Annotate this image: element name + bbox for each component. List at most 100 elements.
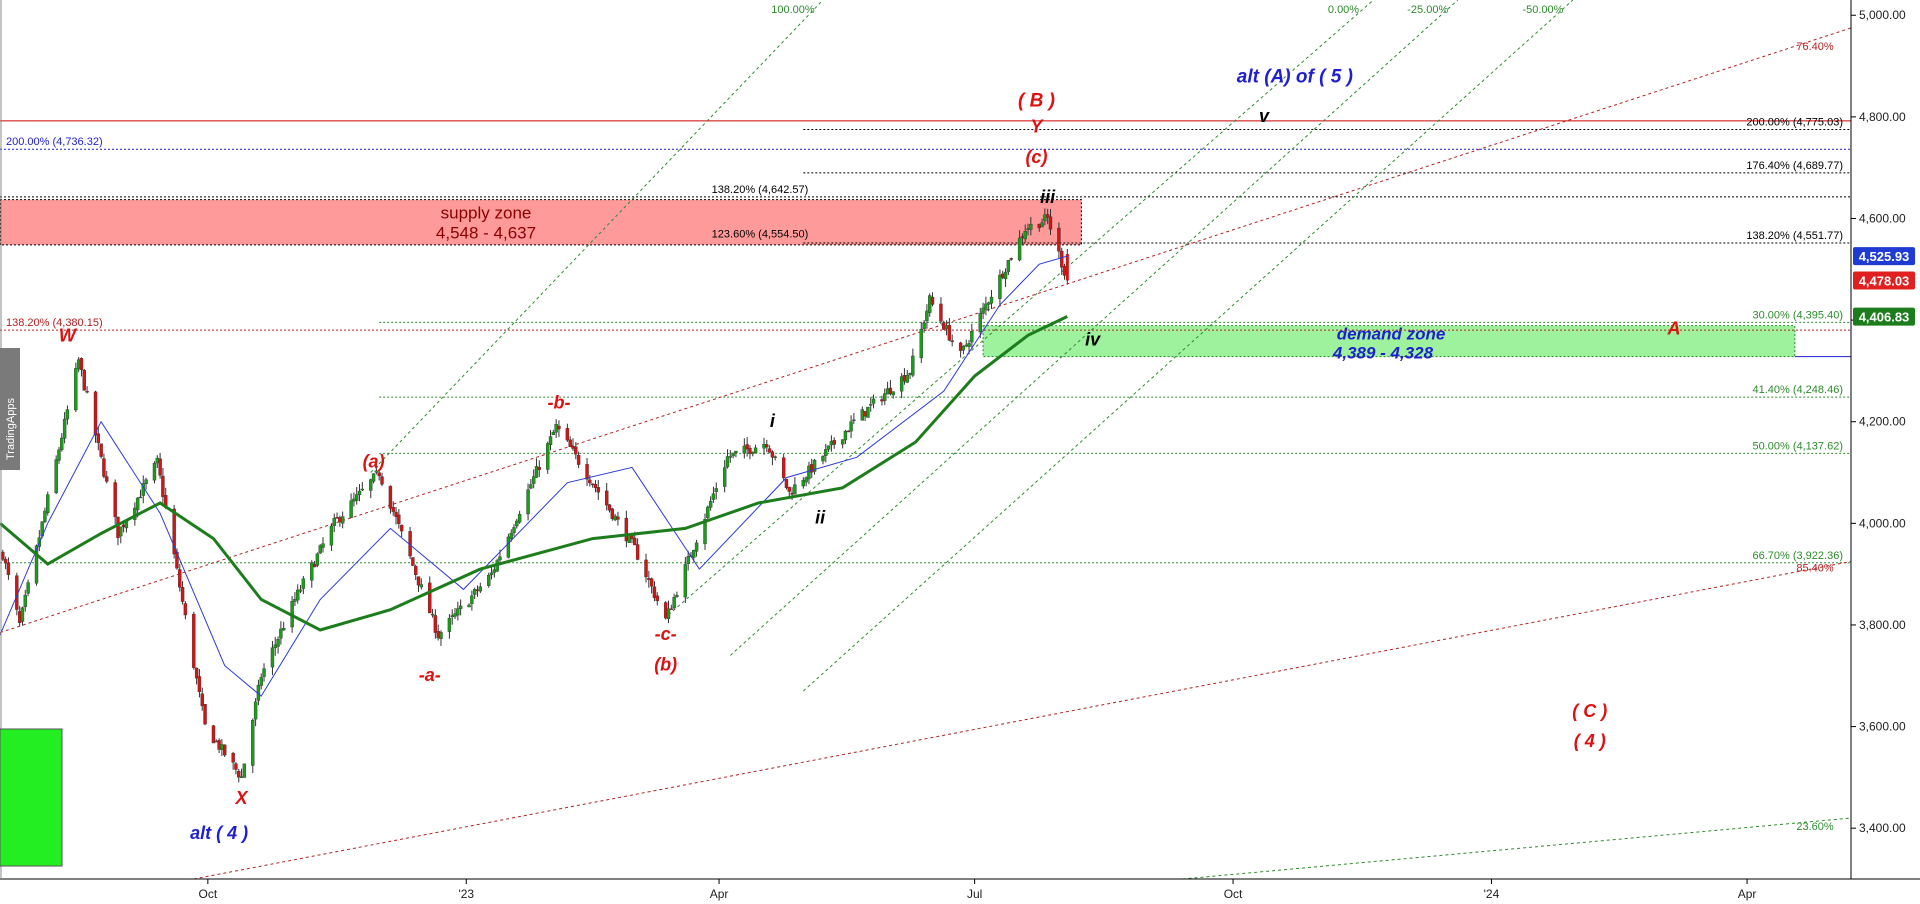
candle[interactable] — [374, 470, 379, 473]
candle[interactable] — [863, 410, 867, 417]
candle[interactable] — [1006, 260, 1011, 272]
candle[interactable] — [119, 526, 123, 537]
candle[interactable] — [1020, 236, 1025, 238]
candle[interactable] — [46, 494, 50, 514]
candle[interactable] — [411, 557, 415, 566]
candle[interactable] — [821, 456, 825, 462]
candle[interactable] — [340, 516, 345, 524]
candle[interactable] — [239, 776, 244, 778]
candle[interactable] — [585, 464, 589, 480]
trend-line[interactable] — [370, 0, 824, 473]
candle[interactable] — [17, 611, 22, 623]
candle[interactable] — [605, 490, 609, 506]
candle[interactable] — [911, 355, 915, 376]
trend-line[interactable] — [193, 560, 1852, 880]
candle[interactable] — [93, 391, 98, 436]
candle[interactable] — [655, 595, 659, 602]
candle[interactable] — [967, 343, 971, 347]
candle[interactable] — [279, 628, 283, 639]
candle[interactable] — [1048, 216, 1053, 230]
candle[interactable] — [925, 310, 929, 322]
candle[interactable] — [1026, 228, 1030, 231]
trend-line[interactable] — [729, 0, 1459, 656]
candle[interactable] — [447, 617, 452, 632]
candle[interactable] — [211, 725, 216, 744]
candle[interactable] — [74, 368, 78, 411]
candle[interactable] — [529, 484, 533, 489]
candle[interactable] — [237, 770, 241, 778]
candle[interactable] — [6, 562, 11, 575]
candle[interactable] — [751, 451, 755, 455]
candle[interactable] — [711, 493, 716, 500]
candle[interactable] — [793, 484, 797, 495]
candle[interactable] — [939, 303, 943, 322]
candle[interactable] — [1045, 214, 1050, 218]
candle[interactable] — [801, 480, 806, 487]
candle[interactable] — [355, 494, 359, 501]
candle[interactable] — [734, 450, 738, 453]
candle[interactable] — [357, 490, 362, 496]
candle[interactable] — [989, 296, 994, 304]
trend-line[interactable] — [802, 0, 1574, 692]
candle[interactable] — [950, 340, 954, 342]
candle[interactable] — [964, 344, 968, 347]
candle[interactable] — [722, 467, 727, 487]
candle[interactable] — [869, 404, 873, 406]
candle[interactable] — [183, 603, 188, 616]
candle[interactable] — [1003, 271, 1008, 280]
candle[interactable] — [885, 388, 890, 395]
candle[interactable] — [928, 295, 932, 313]
candle[interactable] — [253, 701, 258, 720]
candle[interactable] — [318, 545, 322, 554]
candle[interactable] — [534, 466, 539, 478]
candle[interactable] — [613, 515, 617, 521]
candle[interactable] — [568, 439, 572, 448]
candle[interactable] — [194, 667, 199, 679]
candle[interactable] — [557, 425, 561, 430]
candle[interactable] — [231, 752, 235, 763]
candle[interactable] — [214, 740, 218, 743]
candle[interactable] — [1029, 223, 1033, 230]
candle[interactable] — [832, 440, 836, 445]
candle[interactable] — [706, 506, 710, 518]
candle[interactable] — [456, 608, 460, 616]
candle[interactable] — [1017, 237, 1022, 261]
candle[interactable] — [807, 465, 811, 480]
candle[interactable] — [391, 507, 395, 512]
candle[interactable] — [930, 296, 935, 305]
candle[interactable] — [970, 331, 974, 343]
candle[interactable] — [223, 744, 227, 756]
candle[interactable] — [961, 345, 966, 351]
candle[interactable] — [332, 518, 336, 526]
candle[interactable] — [902, 375, 907, 382]
candle[interactable] — [672, 597, 676, 609]
candle[interactable] — [1037, 223, 1041, 229]
blue-average-badge[interactable] — [1853, 247, 1915, 266]
candle[interactable] — [60, 437, 64, 450]
candle[interactable] — [152, 462, 157, 481]
candle[interactable] — [745, 444, 749, 450]
candle[interactable] — [784, 478, 789, 488]
candle[interactable] — [458, 605, 463, 609]
candle[interactable] — [773, 456, 777, 458]
candle[interactable] — [217, 740, 221, 750]
candle[interactable] — [394, 511, 398, 517]
candle[interactable] — [692, 549, 696, 558]
candle[interactable] — [840, 439, 845, 445]
candle[interactable] — [843, 430, 848, 441]
candle[interactable] — [883, 393, 887, 401]
candle[interactable] — [439, 632, 443, 639]
candle[interactable] — [694, 542, 699, 552]
candle[interactable] — [428, 582, 432, 614]
last-price-badge[interactable] — [1853, 271, 1915, 290]
candle[interactable] — [470, 595, 474, 604]
candle[interactable] — [298, 589, 303, 592]
candle[interactable] — [908, 373, 912, 375]
green-average-badge[interactable] — [1853, 307, 1915, 326]
candle[interactable] — [161, 475, 165, 498]
candle[interactable] — [419, 584, 424, 588]
candle[interactable] — [34, 545, 39, 584]
candle[interactable] — [259, 677, 263, 686]
candle[interactable] — [414, 565, 418, 576]
